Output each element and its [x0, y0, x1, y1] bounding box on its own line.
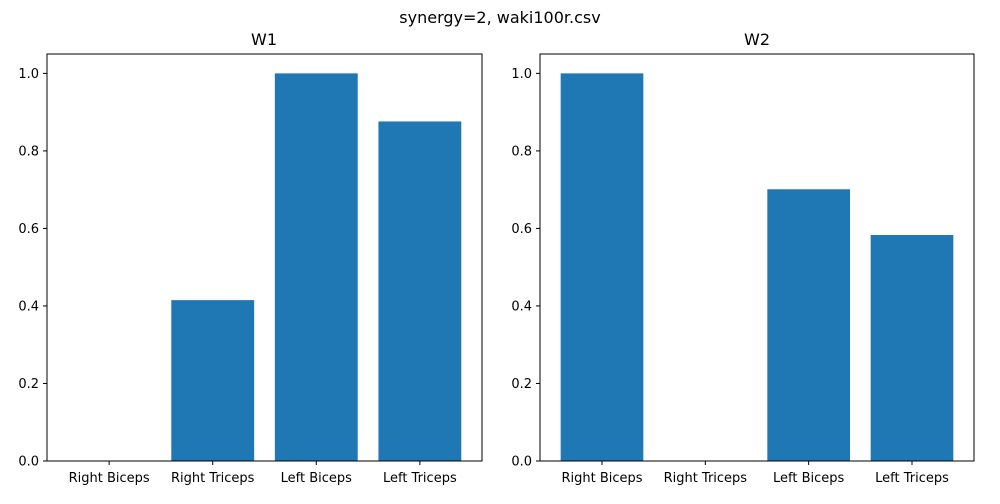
figure-suptitle: synergy=2, waki100r.csv [399, 8, 600, 27]
y-tick-label: 0.6 [18, 222, 39, 237]
y-tick-label: 0.4 [511, 299, 532, 314]
axes-frame [539, 53, 975, 462]
bar-1-4 [378, 121, 462, 461]
y-tick-label: 0.2 [511, 377, 532, 392]
y-tick-label: 0.0 [18, 455, 39, 470]
bar-1-2 [171, 300, 255, 461]
y-tick-label: 0.4 [18, 299, 39, 314]
subplot-title-w2: W2 [744, 30, 770, 49]
bar-2-3 [767, 189, 850, 461]
x-tick-label: Left Biceps [773, 471, 845, 486]
x-tick-label: Left Triceps [875, 471, 949, 486]
subplot-w2: W2 0.0 0.2 0.4 0.6 0.8 1.0 Right Biceps Right T… [511, 30, 975, 486]
subplot-title-w1: W1 [251, 30, 277, 49]
y-tick-label: 1.0 [18, 67, 39, 82]
axes-frame [46, 53, 483, 462]
x-tick-label: Left Biceps [281, 471, 353, 486]
y-tick-label: 0.2 [18, 377, 39, 392]
x-tick-label: Left Triceps [383, 471, 457, 486]
x-tick-label: Right Biceps [561, 471, 642, 486]
y-tick-label: 0.0 [511, 455, 532, 470]
bar-2-1 [560, 73, 644, 461]
y-tick-label: 1.0 [511, 67, 532, 82]
bar-2-4 [870, 235, 954, 461]
y-tick-label: 0.8 [18, 144, 39, 159]
y-tick-label: 0.6 [511, 222, 532, 237]
x-tick-label: Right Triceps [171, 471, 255, 486]
subplot-w1: W1 0.0 0.2 0.4 0.6 0.8 1.0 Right Biceps Right T… [18, 30, 483, 486]
x-tick-label: Right Triceps [664, 471, 748, 486]
x-tick-label: Right Biceps [69, 471, 150, 486]
y-tick-label: 0.8 [511, 144, 532, 159]
bar-1-3 [274, 73, 358, 461]
